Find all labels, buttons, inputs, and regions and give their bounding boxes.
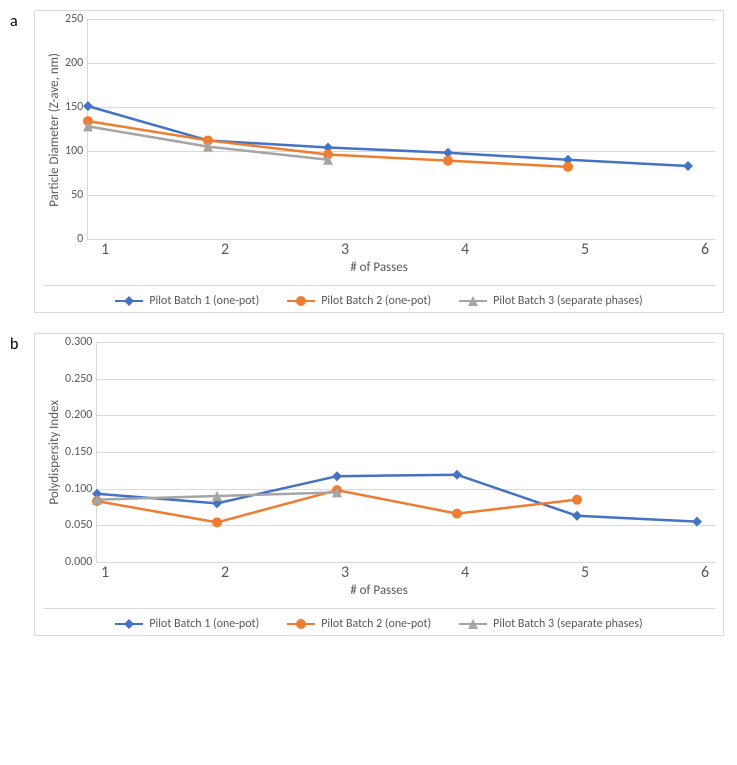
legend-label: Pilot Batch 3 (separate phases) xyxy=(493,617,643,631)
legend-item: Pilot Batch 2 (one-pot) xyxy=(287,617,431,631)
legend-label: Pilot Batch 1 (one-pot) xyxy=(149,294,259,308)
xtick: 6 xyxy=(645,240,737,259)
plot-area xyxy=(87,19,715,240)
xtick: 5 xyxy=(525,240,645,259)
legend-item: Pilot Batch 1 (one-pot) xyxy=(115,294,259,308)
legend-item: Pilot Batch 1 (one-pot) xyxy=(115,617,259,631)
xtick: 1 xyxy=(45,240,165,259)
xtick: 3 xyxy=(285,563,405,582)
legend-item: Pilot Batch 3 (separate phases) xyxy=(459,294,643,308)
legend-label: Pilot Batch 1 (one-pot) xyxy=(149,617,259,631)
panel-a: a Particle Diameter (Z-ave, nm) 25020015… xyxy=(10,10,727,313)
panel-label: b xyxy=(10,333,34,354)
panel-label: a xyxy=(10,10,34,31)
y-ticks: 0.3000.2500.2000.1500.1000.0500.000 xyxy=(65,342,96,562)
plot-area xyxy=(96,342,715,563)
legend-label: Pilot Batch 3 (separate phases) xyxy=(493,294,643,308)
xtick: 2 xyxy=(165,563,285,582)
legend-item: Pilot Batch 2 (one-pot) xyxy=(287,294,431,308)
chart: Particle Diameter (Z-ave, nm) 2502001501… xyxy=(34,10,724,313)
x-axis-label: # of Passes xyxy=(43,260,715,275)
legend-item: Pilot Batch 3 (separate phases) xyxy=(459,617,643,631)
panel-b: b Polydispersity Index 0.3000.2500.2000.… xyxy=(10,333,727,636)
xtick: 4 xyxy=(405,240,525,259)
xtick: 6 xyxy=(645,563,737,582)
legend-label: Pilot Batch 2 (one-pot) xyxy=(321,294,431,308)
xtick: 5 xyxy=(525,563,645,582)
x-ticks: 123456 xyxy=(105,240,705,256)
xtick: 2 xyxy=(165,240,285,259)
legend: Pilot Batch 1 (one-pot) Pilot Batch 2 (o… xyxy=(43,608,715,631)
chart: Polydispersity Index 0.3000.2500.2000.15… xyxy=(34,333,724,636)
y-axis-label: Polydispersity Index xyxy=(47,400,62,505)
xtick: 3 xyxy=(285,240,405,259)
x-ticks: 123456 xyxy=(105,563,705,579)
y-axis-label: Particle Diameter (Z-ave, nm) xyxy=(47,53,62,207)
y-ticks: 250200150100500 xyxy=(65,19,87,239)
legend-label: Pilot Batch 2 (one-pot) xyxy=(321,617,431,631)
x-axis-label: # of Passes xyxy=(43,583,715,598)
xtick: 1 xyxy=(45,563,165,582)
xtick: 4 xyxy=(405,563,525,582)
legend: Pilot Batch 1 (one-pot) Pilot Batch 2 (o… xyxy=(43,285,715,308)
